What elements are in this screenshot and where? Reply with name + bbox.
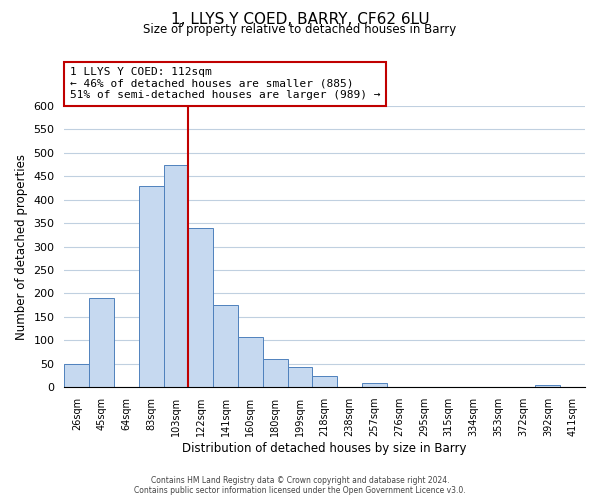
Bar [64,364,89,387]
Bar [238,336,263,387]
X-axis label: Distribution of detached houses by size in Barry: Distribution of detached houses by size … [182,442,467,455]
Text: Size of property relative to detached houses in Barry: Size of property relative to detached ho… [143,22,457,36]
Y-axis label: Number of detached properties: Number of detached properties [15,154,28,340]
Bar [313,376,337,387]
Bar [89,298,114,387]
Text: 1 LLYS Y COED: 112sqm
← 46% of detached houses are smaller (885)
51% of semi-det: 1 LLYS Y COED: 112sqm ← 46% of detached … [70,67,380,100]
Bar [139,186,164,387]
Bar [164,164,188,387]
Bar [188,228,213,387]
Bar [263,359,287,387]
Text: Contains HM Land Registry data © Crown copyright and database right 2024.
Contai: Contains HM Land Registry data © Crown c… [134,476,466,495]
Bar [213,305,238,387]
Bar [362,382,386,387]
Bar [287,366,313,387]
Bar [535,385,560,387]
Text: 1, LLYS Y COED, BARRY, CF62 6LU: 1, LLYS Y COED, BARRY, CF62 6LU [170,12,430,28]
